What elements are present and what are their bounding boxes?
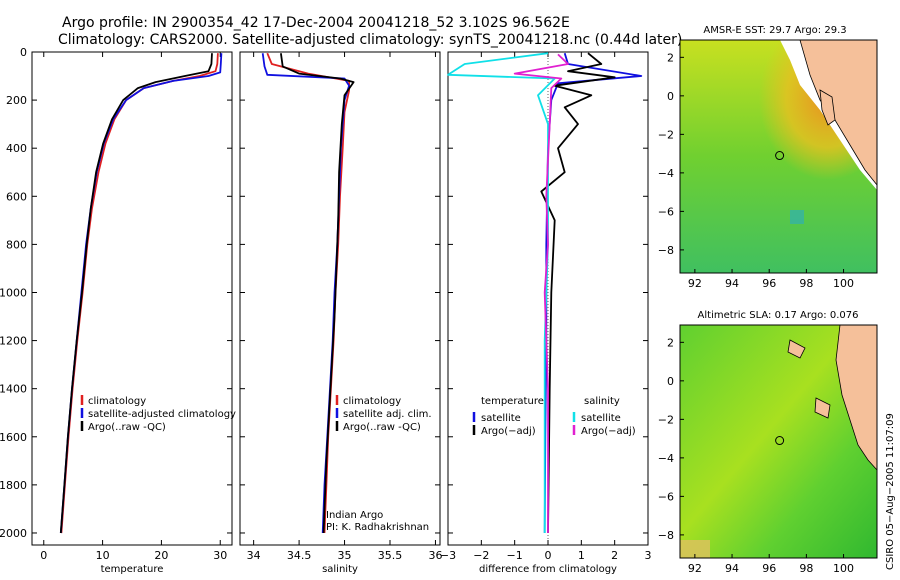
salinity-xtick-label: 34.5	[287, 549, 312, 562]
temperature-plot: 0 10 20 30 temperature 0 200 400 600 800 1000 1200 1…	[0, 46, 236, 575]
salinity-legend-label: Argo(..raw -QC)	[343, 422, 421, 433]
temperature-xlabel: temperature	[101, 564, 164, 575]
temperature-ytick-label: 800	[6, 238, 27, 251]
difference-legend-label: satellite	[481, 413, 521, 424]
map-xtick-label: 100	[833, 277, 854, 290]
salinity-xtick-label: 34	[247, 549, 261, 562]
map-ytick-label: −6	[658, 205, 674, 218]
map-xtick-label: 94	[725, 562, 739, 575]
difference-series-temperature-argo-adj-	[540, 52, 616, 534]
sst-map-float-marker	[775, 151, 785, 161]
sla-map: Altimetric SLA: 0.17 Argo: 0.076 92 94 96 9…	[658, 310, 878, 575]
sla-map-ticks: 92 94 96 98 100 2 0 −2 −4 −6 −8	[658, 336, 854, 575]
difference-xlabel: difference from climatology	[479, 564, 617, 575]
map-ytick-label: −4	[658, 167, 674, 180]
temperature-ytick-label: 1400	[0, 383, 27, 396]
map-xtick-label: 98	[799, 277, 813, 290]
map-ytick-label: −2	[658, 413, 674, 426]
map-xtick-label: 98	[799, 562, 813, 575]
temperature-ytick-label: 1800	[0, 479, 27, 492]
map-ytick-label: −8	[658, 244, 674, 257]
map-xtick-label: 92	[688, 277, 702, 290]
temperature-ytick-label: 1600	[0, 431, 27, 444]
temperature-ytick-label: 400	[6, 142, 27, 155]
temperature-xtick-label: 0	[40, 549, 47, 562]
sst-map-ticks: 92 94 96 98 100 2 0 −2 −4 −6 −8	[658, 51, 854, 290]
map-ytick-label: −4	[658, 452, 674, 465]
salinity-xlabel: salinity	[322, 564, 358, 575]
difference-xtick-label: −3	[440, 549, 456, 562]
difference-series-salinity-argo-adj-	[513, 53, 569, 533]
sst-map-frame	[679, 39, 878, 274]
difference-xtick-label: −1	[507, 549, 523, 562]
difference-xtick-label: 1	[578, 549, 585, 562]
temperature-ytick-label: 200	[6, 94, 27, 107]
difference-legend-label: satellite	[581, 413, 621, 424]
salinity-plot: 34 34.5 35 35.5 36 salinity climatology satelli…	[239, 51, 442, 575]
map-ytick-label: 0	[667, 375, 674, 388]
title-line-2: Climatology: CARS2000. Satellite-adjuste…	[58, 32, 682, 48]
temperature-xtick-label: 10	[96, 549, 110, 562]
temperature-legend-label: Argo(..raw -QC)	[88, 422, 166, 433]
temperature-ytick-label: 2000	[0, 527, 27, 540]
sst-map: AMSR-E SST: 29.7 Argo: 29.3	[658, 25, 878, 290]
map-ytick-label: −6	[658, 490, 674, 503]
map-ytick-label: 2	[667, 336, 674, 349]
salinity-annotation-line1: Indian Argo	[326, 510, 383, 521]
difference-xtick-label: 0	[545, 549, 552, 562]
temperature-ytick-label: 0	[20, 46, 27, 59]
difference-legend-label: Argo(−adj)	[581, 426, 636, 437]
difference-xtick-label: −2	[473, 549, 489, 562]
difference-xtick-label: 3	[645, 549, 652, 562]
sla-map-frame	[679, 324, 878, 559]
salinity-legend-label: satellite adj. clim.	[343, 409, 432, 420]
sla-map-float-marker	[775, 436, 785, 446]
map-ytick-label: −8	[658, 529, 674, 542]
map-xtick-label: 100	[833, 562, 854, 575]
temperature-legend-label: satellite-adjusted climatology	[88, 409, 236, 420]
sst-map-island	[819, 89, 836, 126]
temperature-legend-label: climatology	[88, 396, 146, 407]
map-ytick-label: −2	[658, 128, 674, 141]
side-stamp: CSIRO 05−Aug−2005 11:07:09	[885, 413, 896, 570]
temperature-ytick-label: 1000	[0, 286, 27, 299]
difference-legend-salinity-title: salinity	[584, 396, 620, 407]
sla-map-warm-patch	[680, 540, 710, 558]
difference-legend-label: Argo(−adj)	[481, 426, 536, 437]
salinity-frame	[239, 51, 441, 546]
temperature-xtick-label: 20	[154, 549, 168, 562]
sst-map-title: AMSR-E SST: 29.7 Argo: 29.3	[703, 25, 846, 36]
temperature-ytick-label: 600	[6, 190, 27, 203]
map-xtick-label: 96	[762, 277, 776, 290]
temperature-ytick-label: 1200	[0, 335, 27, 348]
difference-legend-temperature-title: temperature	[481, 396, 544, 407]
difference-plot: −3 −2 −1 0 1 2 3 difference from climatology tem…	[440, 51, 652, 575]
map-xtick-label: 92	[688, 562, 702, 575]
salinity-xtick-label: 36	[428, 549, 442, 562]
temperature-series-argo-raw-qc-	[59, 53, 213, 534]
map-xtick-label: 94	[725, 277, 739, 290]
sst-map-cool-patch	[790, 210, 804, 224]
map-xtick-label: 96	[762, 562, 776, 575]
sla-map-title: Altimetric SLA: 0.17 Argo: 0.076	[698, 310, 859, 321]
difference-xtick-label: 2	[611, 549, 618, 562]
sla-map-islands	[787, 339, 831, 419]
title-line-1: Argo profile: IN 2900354_42 17-Dec-2004 …	[62, 15, 570, 31]
temperature-frame	[31, 51, 233, 546]
salinity-series-argo-raw-qc-	[280, 53, 355, 534]
map-ytick-label: 0	[667, 90, 674, 103]
difference-series-salinity-satellite	[447, 52, 556, 533]
map-ytick-label: 2	[667, 51, 674, 64]
salinity-annotation-line2: PI: K. Radhakrishnan	[326, 522, 429, 533]
salinity-xtick-label: 35	[338, 549, 352, 562]
salinity-legend-label: climatology	[343, 396, 401, 407]
temperature-xtick-label: 30	[213, 549, 227, 562]
salinity-xtick-label: 35.5	[378, 549, 403, 562]
